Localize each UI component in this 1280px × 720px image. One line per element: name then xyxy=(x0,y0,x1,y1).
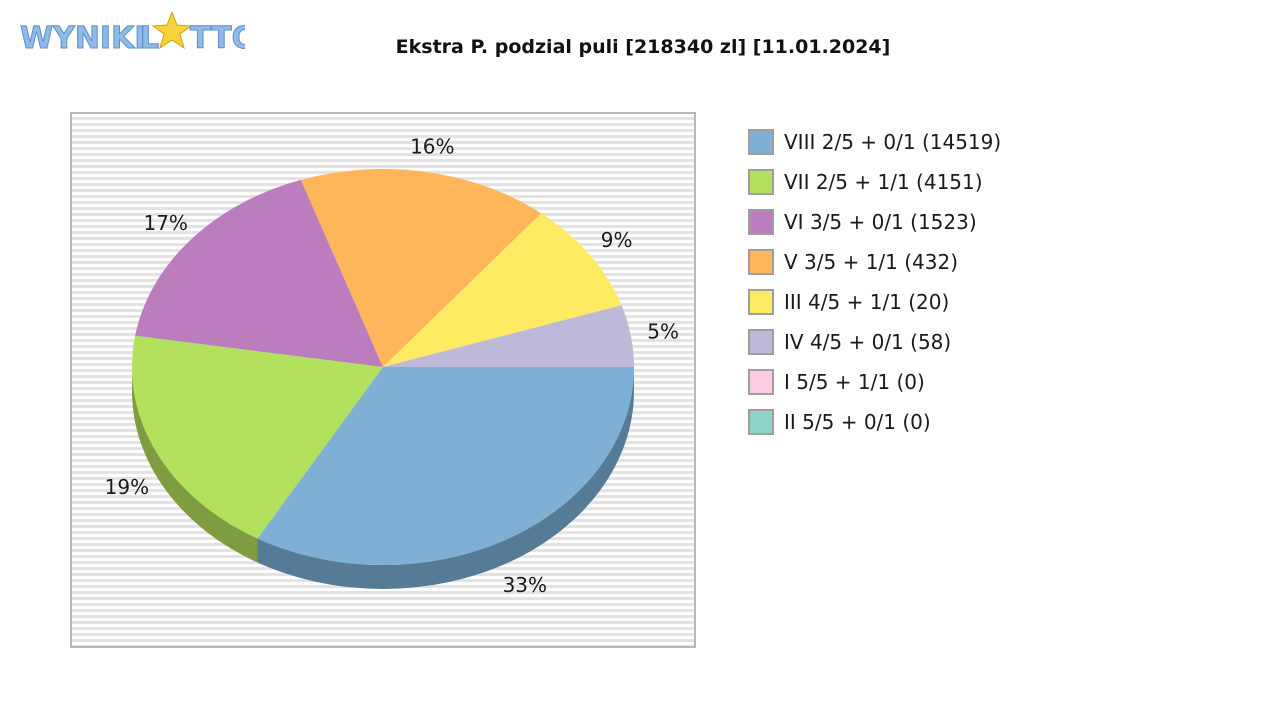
legend-label-5: IV 4/5 + 0/1 (58) xyxy=(784,330,952,354)
pie-slice-label-5: 5% xyxy=(647,320,679,344)
legend-swatch-7 xyxy=(748,409,774,435)
legend-swatch-2 xyxy=(748,209,774,235)
legend-item-6: I 5/5 + 1/1 (0) xyxy=(748,362,1001,402)
pie-slice-label-4: 9% xyxy=(601,228,633,252)
legend-item-5: IV 4/5 + 0/1 (58) xyxy=(748,322,1001,362)
legend-label-3: V 3/5 + 1/1 (432) xyxy=(784,250,959,274)
pie-slice-2 xyxy=(135,179,383,367)
pie-slice-1 xyxy=(132,335,383,539)
legend-label-0: VIII 2/5 + 0/1 (14519) xyxy=(784,130,1002,154)
legend-label-1: VII 2/5 + 1/1 (4151) xyxy=(784,170,983,194)
legend-swatch-5 xyxy=(748,329,774,355)
logo-text-wyniki: WYNIKI xyxy=(20,21,146,56)
pie-slice-label-0: 33% xyxy=(503,573,547,597)
legend-item-1: VII 2/5 + 1/1 (4151) xyxy=(748,162,1001,202)
pie-slice-label-2: 17% xyxy=(143,211,187,235)
pie-slice-0 xyxy=(257,367,634,565)
logo-text-l: L xyxy=(140,21,159,56)
star-icon xyxy=(151,10,193,50)
legend-item-3: V 3/5 + 1/1 (432) xyxy=(748,242,1001,282)
chart-title: Ekstra P. podzial puli [218340 zl] [11.0… xyxy=(395,36,891,58)
legend-swatch-4 xyxy=(748,289,774,315)
legend-swatch-6 xyxy=(748,369,774,395)
legend-label-4: III 4/5 + 1/1 (20) xyxy=(784,290,950,314)
chart-legend: VIII 2/5 + 0/1 (14519) VII 2/5 + 1/1 (415… xyxy=(748,122,1001,442)
pie-slice-5 xyxy=(383,305,634,367)
legend-label-6: I 5/5 + 1/1 (0) xyxy=(784,370,925,394)
legend-swatch-0 xyxy=(748,129,774,155)
legend-item-2: VI 3/5 + 0/1 (1523) xyxy=(748,202,1001,242)
pie-slice-3 xyxy=(300,169,542,367)
pie-slice-side-1 xyxy=(132,367,258,563)
legend-item-4: III 4/5 + 1/1 (20) xyxy=(748,282,1001,322)
pie-slice-4 xyxy=(383,213,622,367)
pie-slice-side-0 xyxy=(257,367,634,589)
legend-swatch-3 xyxy=(748,249,774,275)
pie-slice-label-1: 19% xyxy=(105,475,149,499)
legend-label-2: VI 3/5 + 0/1 (1523) xyxy=(784,210,977,234)
legend-swatch-1 xyxy=(748,169,774,195)
legend-item-7: II 5/5 + 0/1 (0) xyxy=(748,402,1001,442)
legend-item-0: VIII 2/5 + 0/1 (14519) xyxy=(748,122,1001,162)
pie-slice-label-3: 16% xyxy=(410,135,454,159)
legend-label-7: II 5/5 + 0/1 (0) xyxy=(784,410,931,434)
